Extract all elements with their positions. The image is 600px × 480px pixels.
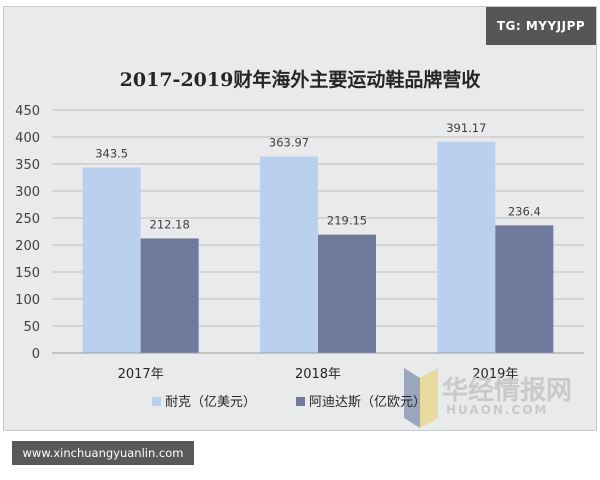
data-label: 236.4 xyxy=(508,204,541,218)
bar-nike-3 xyxy=(437,141,496,353)
data-label: 219.15 xyxy=(327,214,367,228)
axis-layer: 0 50 100 150 200 250 300 350 400 450 2017年 2018年 201… xyxy=(15,104,584,382)
data-label: 343.5 xyxy=(95,147,128,161)
x-category-label: 2017年 xyxy=(118,367,164,382)
watermark-logo: 华经情报网 HUAON.COM xyxy=(404,368,572,428)
legend-swatch-adidas xyxy=(296,397,305,406)
footer-url: www.xinchuangyuanlin.com xyxy=(12,441,194,465)
watermark-cn: 华经情报网 xyxy=(442,375,572,406)
tg-badge: TG: MYYJJPP xyxy=(486,7,596,45)
x-category-label: 2019年 xyxy=(472,367,518,382)
bars-layer xyxy=(82,141,554,353)
legend: 耐克（亿美元） 阿迪达斯（亿欧元） xyxy=(152,395,426,410)
y-tick-label: 350 xyxy=(15,158,40,173)
data-label: 363.97 xyxy=(269,135,309,149)
x-category-label: 2018年 xyxy=(295,367,341,382)
y-tick-label: 100 xyxy=(15,293,40,308)
bar-adidas-1 xyxy=(140,238,199,353)
legend-label-adidas: 阿迪达斯（亿欧元） xyxy=(309,395,426,410)
legend-swatch-nike xyxy=(152,397,161,406)
bar-nike-1 xyxy=(82,167,141,353)
bar-nike-2 xyxy=(260,156,318,353)
y-tick-label: 0 xyxy=(32,347,40,362)
bar-adidas-3 xyxy=(495,225,554,353)
data-label: 212.18 xyxy=(150,217,190,231)
watermark-logo-left-icon xyxy=(404,368,420,428)
watermark-en: HUAON.COM xyxy=(446,403,548,417)
chart-title: 2017-2019财年海外主要运动鞋品牌营收 xyxy=(120,68,481,91)
y-tick-label: 50 xyxy=(23,320,40,335)
bar-adidas-2 xyxy=(318,234,376,353)
y-tick-label: 200 xyxy=(15,239,40,254)
labels-layer: 343.5 212.18 363.97 219.15 391.17 236.4 xyxy=(95,121,541,232)
y-tick-label: 300 xyxy=(15,185,40,200)
y-tick-label: 150 xyxy=(15,266,40,281)
watermark-logo-right-icon xyxy=(420,368,438,428)
legend-label-nike: 耐克（亿美元） xyxy=(165,395,256,410)
y-tick-label: 450 xyxy=(15,104,40,119)
data-label: 391.17 xyxy=(446,121,486,135)
y-tick-label: 250 xyxy=(15,212,40,227)
y-tick-label: 400 xyxy=(15,131,40,146)
